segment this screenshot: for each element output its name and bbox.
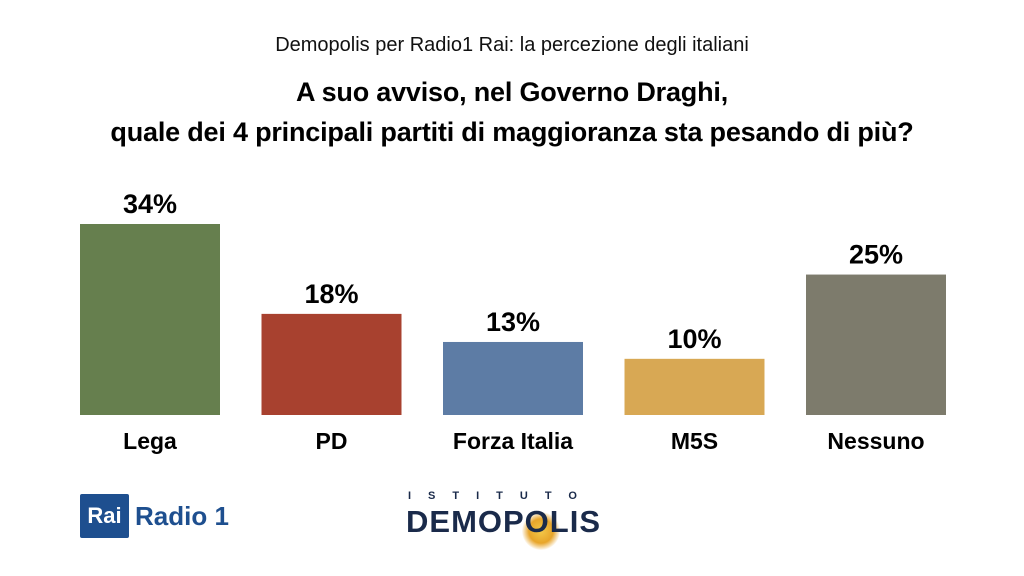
bar-m5s <box>624 358 765 415</box>
demopolis-logo: ISTITUTO DEMOPOLIS <box>404 490 654 550</box>
radio1-logo-text: Radio 1 <box>135 500 229 531</box>
data-label: 10% <box>667 324 721 354</box>
category-label: Nessuno <box>827 428 924 454</box>
chart-title: A suo avviso, nel Governo Draghi, quale … <box>0 72 1024 152</box>
bar-pd <box>261 313 402 415</box>
chart-title-line-1: A suo avviso, nel Governo Draghi, <box>295 77 728 107</box>
bar-lega <box>80 224 220 415</box>
demopolis-wordmark: DEMOPOLIS <box>406 504 602 539</box>
sun-icon <box>522 512 560 550</box>
chart-title-line-2: quale dei 4 principali partiti di maggio… <box>110 117 914 147</box>
rai-radio1-logo: Rai Radio 1 <box>80 494 229 538</box>
data-label: 34% <box>123 189 177 219</box>
istituto-text: ISTITUTO <box>408 490 594 502</box>
bar-nessuno <box>806 274 946 415</box>
category-label: Forza Italia <box>453 428 573 454</box>
category-label: M5S <box>671 428 718 454</box>
category-label: PD <box>316 428 348 454</box>
bar-forza-italia <box>443 341 583 415</box>
data-label: 25% <box>849 240 903 270</box>
category-label: Lega <box>123 428 177 454</box>
data-label: 18% <box>304 279 358 309</box>
data-label: 13% <box>486 307 540 337</box>
chart-subtitle: Demopolis per Radio1 Rai: la percezione … <box>275 34 749 56</box>
rai-logo-box: Rai <box>80 494 129 538</box>
